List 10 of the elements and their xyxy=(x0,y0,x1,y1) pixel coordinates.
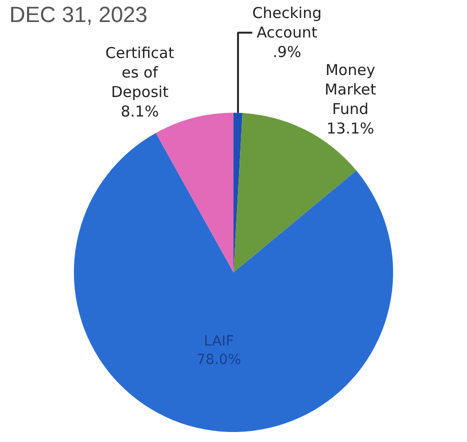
data-label: 8.1% xyxy=(120,102,159,120)
data-label: 13.1% xyxy=(326,120,374,138)
data-label: 78.0% xyxy=(196,352,242,368)
slice-label: Checking Account xyxy=(252,4,322,42)
slice-label: Certificat es of Deposit xyxy=(105,44,174,101)
pie-slice xyxy=(74,132,393,432)
chart-title: DEC 31, 2023 xyxy=(9,2,148,28)
slice-label: Money Market Fund xyxy=(324,61,376,118)
slice-label: LAIF xyxy=(204,334,234,350)
data-label: .9% xyxy=(272,43,302,62)
